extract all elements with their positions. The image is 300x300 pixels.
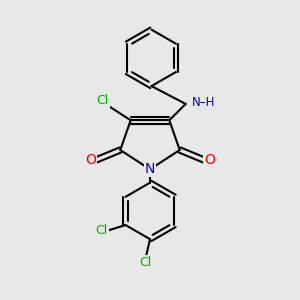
Text: N–H: N–H <box>192 96 215 109</box>
Text: O: O <box>85 153 96 167</box>
Text: Cl: Cl <box>96 94 109 107</box>
Text: Cl: Cl <box>140 256 152 269</box>
Text: Cl: Cl <box>96 224 108 238</box>
Text: O: O <box>204 153 215 167</box>
Text: N: N <box>145 162 155 176</box>
